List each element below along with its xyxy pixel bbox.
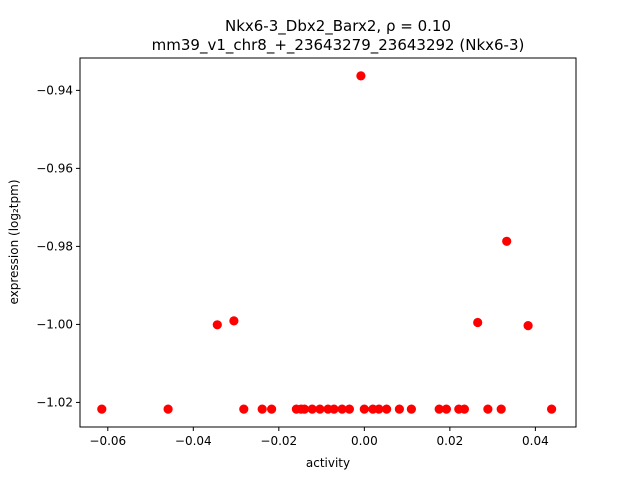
- y-tick-label: −1.02: [36, 395, 73, 409]
- x-tick-label: −0.06: [89, 434, 126, 448]
- data-point: [344, 404, 354, 414]
- data-point: [257, 404, 267, 414]
- data-point: [239, 404, 249, 414]
- data-point: [163, 404, 173, 414]
- data-point: [382, 404, 392, 414]
- data-point: [299, 404, 310, 414]
- y-axis-label: expression (log₂tpm): [7, 179, 21, 304]
- x-tick-label: 0.00: [351, 434, 378, 448]
- data-point: [315, 404, 325, 414]
- chart-title-line2: mm39_v1_chr8_+_23643279_23643292 (Nkx6-3…: [152, 36, 525, 55]
- data-point: [97, 404, 107, 414]
- data-point: [496, 404, 506, 414]
- data-point: [359, 404, 369, 414]
- data-point: [337, 404, 347, 414]
- plot-frame: [79, 57, 577, 428]
- data-point: [434, 404, 444, 414]
- x-axis-ticks: −0.06 −0.04 −0.02 0.00 0.02 0.04: [89, 427, 549, 448]
- data-point: [406, 404, 416, 414]
- chart-title-line1: Nkx6-3_Dbx2_Barx2, ρ = 0.10: [225, 17, 451, 36]
- x-tick-label: 0.02: [437, 434, 464, 448]
- data-point: [212, 320, 222, 330]
- data-points: [97, 71, 557, 414]
- y-axis-ticks: −0.94 −0.96 −0.98 −1.00 −1.02: [36, 83, 80, 409]
- y-tick-label: −0.98: [36, 239, 73, 253]
- data-point: [356, 71, 366, 81]
- x-tick-label: 0.04: [522, 434, 549, 448]
- data-point: [502, 236, 512, 246]
- data-point: [307, 404, 317, 414]
- data-point: [547, 404, 557, 414]
- data-point: [374, 404, 384, 414]
- data-point: [229, 316, 239, 326]
- x-axis-label: activity: [306, 456, 350, 470]
- y-tick-label: −0.94: [36, 83, 73, 97]
- data-point: [473, 317, 483, 328]
- data-point: [267, 404, 277, 414]
- data-point: [441, 404, 451, 414]
- data-point: [483, 404, 493, 414]
- x-tick-label: −0.02: [260, 434, 297, 448]
- data-point: [394, 404, 404, 414]
- data-point: [459, 404, 469, 414]
- x-tick-label: −0.04: [175, 434, 212, 448]
- y-tick-label: −1.00: [36, 317, 73, 331]
- y-tick-label: −0.96: [36, 161, 73, 175]
- data-point: [329, 404, 339, 414]
- data-point: [523, 321, 533, 331]
